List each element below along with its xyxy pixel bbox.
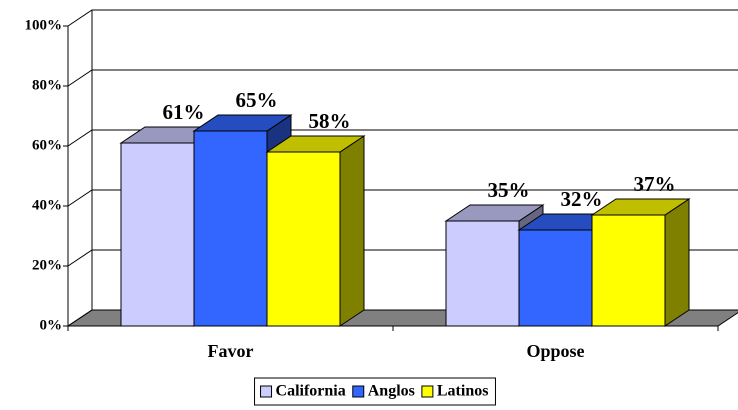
legend-swatch xyxy=(260,385,273,398)
data-label: 35% xyxy=(488,178,530,202)
bar xyxy=(120,142,195,327)
grid-line xyxy=(67,189,738,207)
data-label: 61% xyxy=(163,100,205,124)
y-tick-label: 40% xyxy=(32,197,62,213)
data-label: 58% xyxy=(309,109,351,133)
grid-line xyxy=(67,129,738,147)
y-tick-label: 80% xyxy=(32,77,62,93)
bar xyxy=(591,214,666,327)
legend-label: Anglos xyxy=(368,383,415,400)
bar-side xyxy=(664,198,690,327)
grid-line xyxy=(67,69,738,87)
x-tick-label: Favor xyxy=(208,341,254,361)
legend-swatch xyxy=(421,385,434,398)
data-label: 37% xyxy=(634,172,676,196)
bar-3d xyxy=(265,135,366,327)
bar xyxy=(445,220,520,327)
y-tick-label: 20% xyxy=(32,257,62,273)
data-label: 32% xyxy=(561,187,603,211)
legend-box xyxy=(254,377,496,406)
bar xyxy=(266,151,341,327)
bar xyxy=(518,229,593,327)
legend-label: Latinos xyxy=(437,383,489,400)
y-tick-label: 60% xyxy=(32,137,62,153)
y-tick-label: 0% xyxy=(40,317,63,333)
bar xyxy=(193,130,268,327)
x-tick-label: Oppose xyxy=(526,341,584,361)
bar-side xyxy=(339,135,365,327)
legend-swatch xyxy=(352,385,365,398)
legend-label: California xyxy=(276,383,346,400)
y-tick-label: 100% xyxy=(25,17,63,33)
grid-line xyxy=(67,9,738,27)
data-label: 65% xyxy=(236,88,278,112)
legend: California Anglos Latinos xyxy=(254,377,496,406)
bar-3d xyxy=(590,198,691,327)
